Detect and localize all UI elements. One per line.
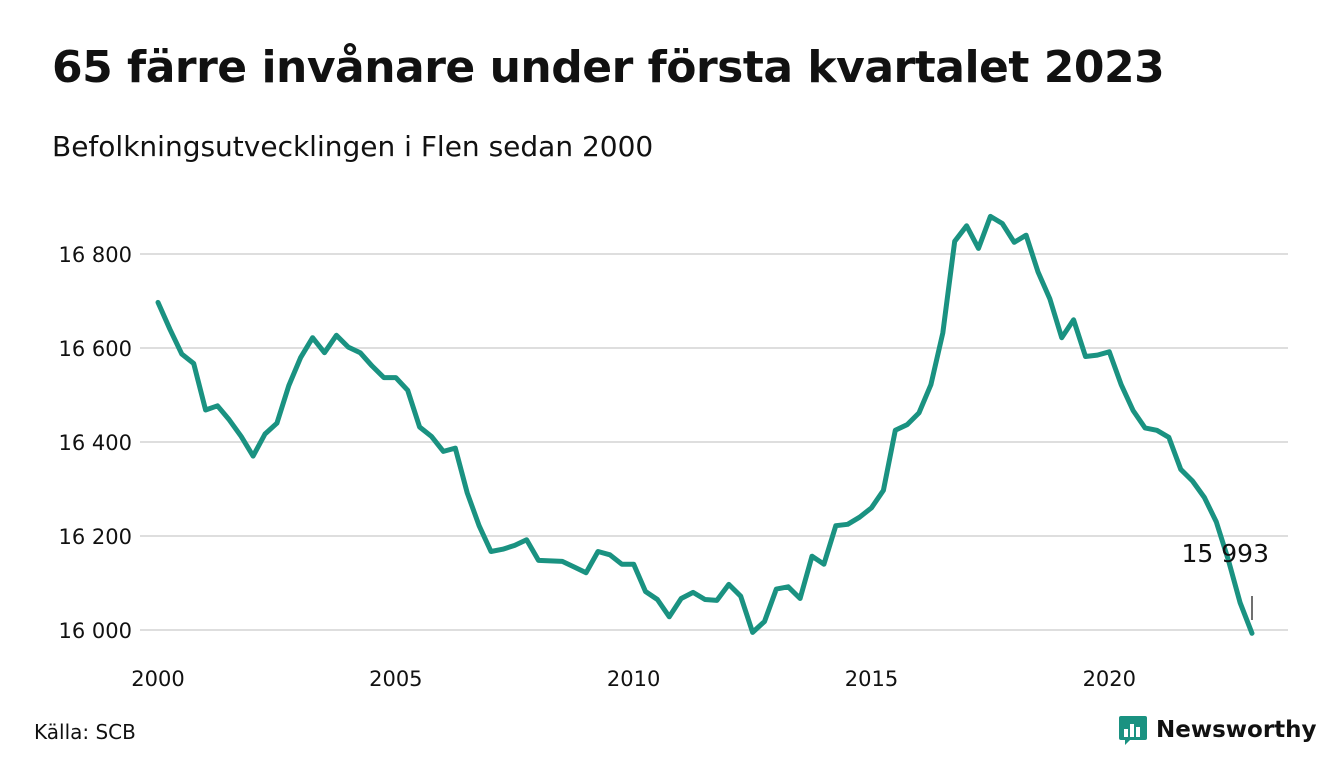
chart-subtitle: Befolkningsutvecklingen i Flen sedan 200… <box>52 130 654 163</box>
annotation-layer: 15 993 <box>1182 539 1269 620</box>
x-axis-ticks: 2000 2005 2010 2015 2020 <box>131 667 1136 691</box>
x-tick-label: 2005 <box>369 667 422 691</box>
x-tick-label: 2010 <box>607 667 660 691</box>
y-tick-label: 16 200 <box>59 525 132 549</box>
newsworthy-logo-icon <box>1119 716 1147 745</box>
x-tick-label: 2020 <box>1083 667 1136 691</box>
population-series-line <box>155 213 1255 636</box>
y-tick-label: 16 600 <box>59 337 132 361</box>
brand-name: Newsworthy <box>1156 717 1317 743</box>
newsworthy-logo[interactable]: Newsworthy <box>1118 714 1317 746</box>
end-value-label: 15 993 <box>1182 539 1269 568</box>
source-label: Källa: SCB <box>34 720 136 744</box>
chart-title: 65 färre invånare under första kvartalet… <box>52 42 1165 93</box>
x-tick-label: 2015 <box>845 667 898 691</box>
y-axis-ticks: 16 000 16 200 16 400 16 600 16 800 <box>59 243 132 643</box>
x-tick-label: 2000 <box>131 667 184 691</box>
series-layer <box>155 213 1255 636</box>
y-tick-label: 16 800 <box>59 243 132 267</box>
grid-lines <box>140 253 1288 631</box>
y-tick-label: 16 400 <box>59 431 132 455</box>
y-tick-label: 16 000 <box>59 619 132 643</box>
